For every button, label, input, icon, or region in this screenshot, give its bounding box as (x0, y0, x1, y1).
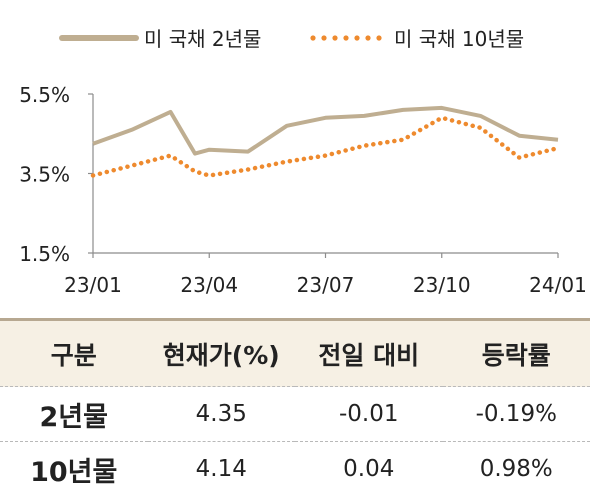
legend-swatch-dot-10y (332, 35, 337, 40)
legend-swatch-dot-10y (310, 35, 315, 40)
cell-change: 0.04 (295, 442, 443, 496)
cell-rate: -0.19% (443, 387, 590, 442)
row-label: 2년물 (0, 387, 148, 442)
legend-label-2y: 미 국채 2년물 (144, 27, 261, 51)
x-tick-label: 23/04 (180, 273, 238, 297)
axes: 5.5% 3.5% 1.5% 23/01 23/04 23/07 23/10 24/01 (19, 83, 587, 297)
header-category: 구분 (0, 320, 148, 387)
x-tick-label: 23/10 (413, 273, 471, 297)
y-tick-label: 3.5% (19, 163, 70, 187)
x-tick-label: 23/07 (297, 273, 355, 297)
x-tick-label: 23/01 (64, 273, 122, 297)
cell-current: 4.14 (148, 442, 296, 496)
yield-chart: 미 국채 2년물 미 국채 10년물 5.5% 3.5% 1.5% 23/01 23/04… (0, 0, 590, 318)
y-tick-label: 1.5% (19, 242, 70, 266)
header-change: 전일 대비 (295, 320, 443, 387)
table-header-row: 구분 현재가(%) 전일 대비 등락률 (0, 320, 590, 387)
legend: 미 국채 2년물 미 국채 10년물 (62, 27, 524, 51)
cell-current: 4.35 (148, 387, 296, 442)
legend-swatch-dot-10y (354, 35, 359, 40)
legend-swatch-dot-10y (376, 35, 381, 40)
table-row: 10년물 4.14 0.04 0.98% (0, 442, 590, 496)
legend-swatch-dot-10y (365, 35, 370, 40)
cell-rate: 0.98% (443, 442, 590, 496)
header-rate: 등락률 (443, 320, 590, 387)
cell-change: -0.01 (295, 387, 443, 442)
series-line-10y (93, 118, 558, 176)
legend-swatch-dot-10y (343, 35, 348, 40)
legend-swatch-dot-10y (321, 35, 326, 40)
legend-label-10y: 미 국채 10년물 (394, 27, 524, 51)
y-tick-label: 5.5% (19, 83, 70, 107)
table-row: 2년물 4.35 -0.01 -0.19% (0, 387, 590, 442)
x-tick-label: 24/01 (529, 273, 587, 297)
yield-table: 구분 현재가(%) 전일 대비 등락률 2년물 4.35 -0.01 -0.19… (0, 318, 590, 496)
series-lines (93, 108, 558, 176)
series-line-2y (93, 108, 558, 154)
header-current: 현재가(%) (148, 320, 296, 387)
row-label: 10년물 (0, 442, 148, 496)
